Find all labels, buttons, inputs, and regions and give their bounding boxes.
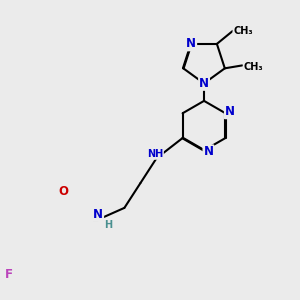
Text: CH₃: CH₃ bbox=[233, 26, 253, 36]
Text: N: N bbox=[93, 208, 103, 221]
Text: N: N bbox=[203, 145, 213, 158]
Text: N: N bbox=[225, 105, 235, 118]
Text: H: H bbox=[104, 220, 112, 230]
Text: O: O bbox=[58, 185, 68, 198]
Text: F: F bbox=[4, 268, 13, 281]
Text: CH₃: CH₃ bbox=[244, 62, 263, 72]
Text: N: N bbox=[199, 77, 209, 90]
Text: NH: NH bbox=[147, 149, 163, 159]
Text: N: N bbox=[186, 38, 196, 50]
